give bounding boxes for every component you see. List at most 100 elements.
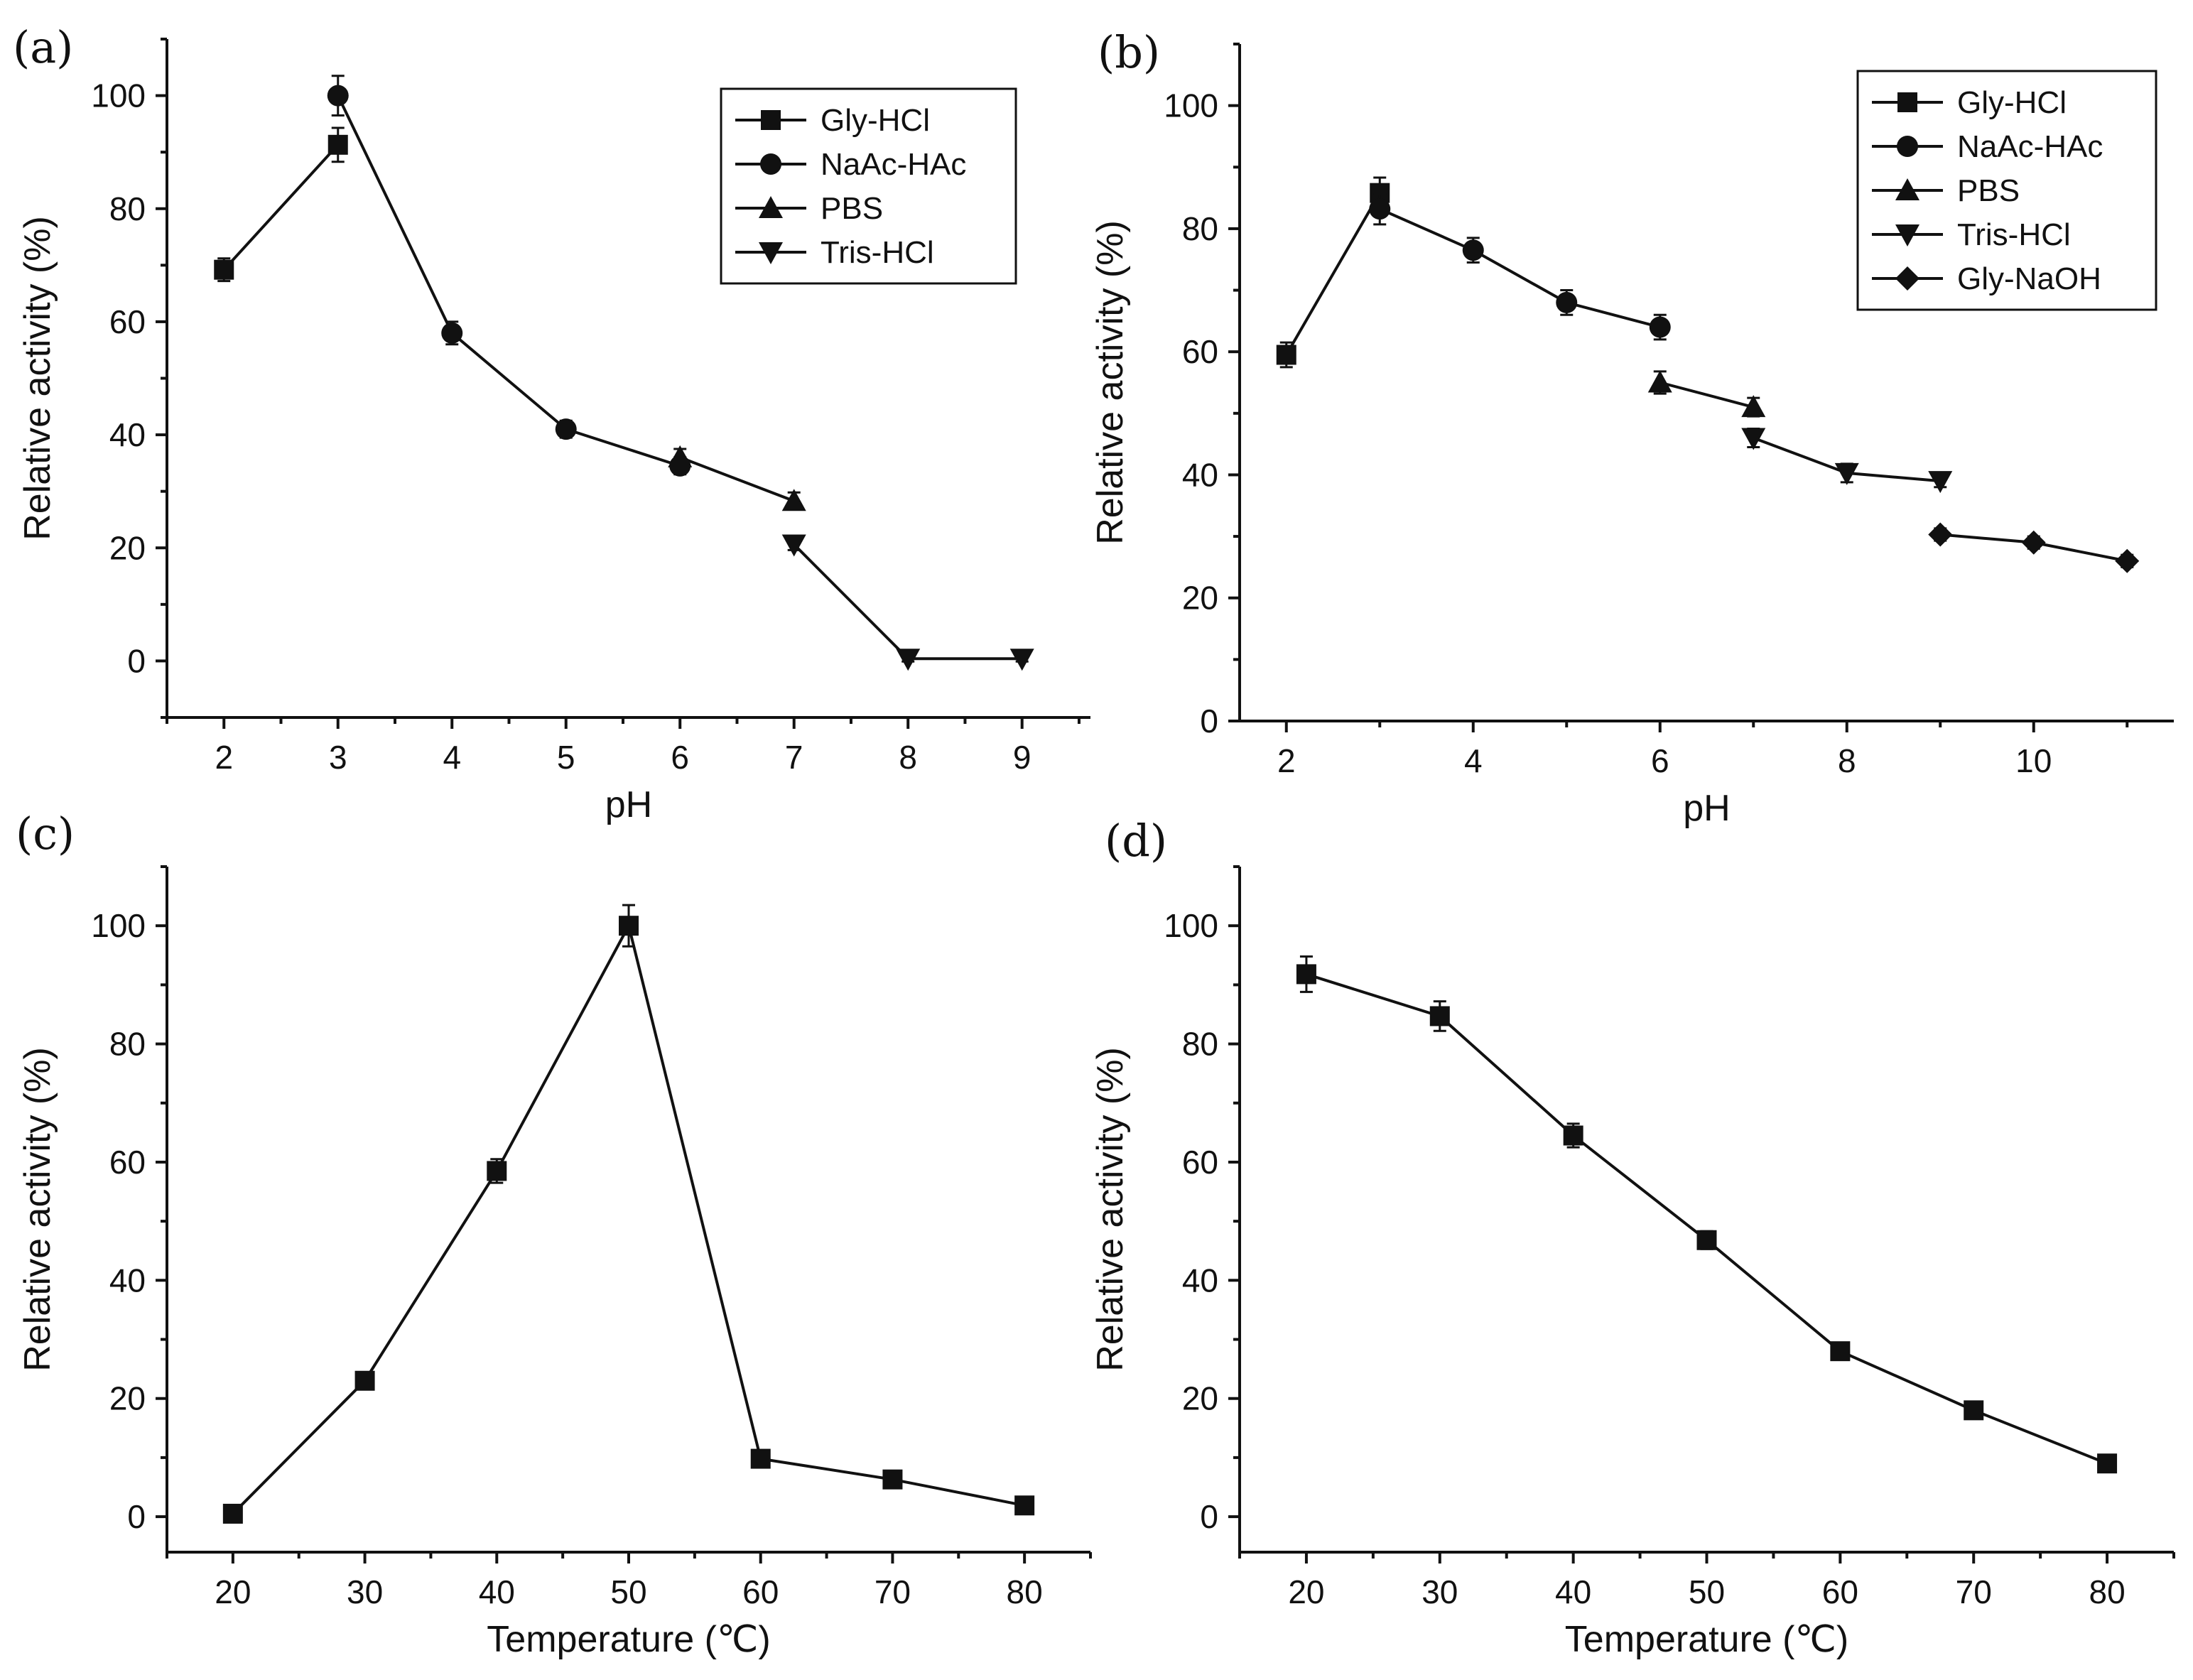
data-point xyxy=(1429,1006,1450,1026)
data-point xyxy=(1014,1495,1035,1516)
y-tick-label: 0 xyxy=(127,1498,146,1535)
legend-label: Tris-HCl xyxy=(1957,217,2071,252)
y-tick-label: 20 xyxy=(1182,580,1218,617)
y-tick-label: 20 xyxy=(109,529,146,566)
legend-label: Gly-HCl xyxy=(1957,85,2067,120)
y-tick-label: 60 xyxy=(109,1144,146,1181)
series-line xyxy=(1285,192,1381,356)
series-pbs xyxy=(668,445,806,511)
legend-marker xyxy=(761,110,781,130)
y-tick-label: 20 xyxy=(1182,1380,1218,1417)
panel-label: (b) xyxy=(1098,26,1160,78)
series-line xyxy=(679,456,795,503)
x-tick-label: 80 xyxy=(1007,1573,1043,1610)
data-point xyxy=(668,445,693,467)
x-tick-label: 80 xyxy=(2089,1573,2125,1610)
x-tick-label: 2 xyxy=(215,739,233,776)
x-tick-label: 4 xyxy=(1464,742,1483,779)
y-tick-label: 80 xyxy=(1182,210,1218,247)
series-gly-hcl xyxy=(214,126,348,283)
chart-panel-3: (c) 20 30 40 50 60 70 80 0 20 40 60 80 100 Temperature… xyxy=(16,808,1092,1660)
y-tick-label: 0 xyxy=(127,642,146,679)
data-point xyxy=(1563,1125,1583,1146)
x-tick-label: 70 xyxy=(875,1573,911,1610)
y-axis-title: Relative activity (%) xyxy=(17,216,58,541)
y-tick-label: 40 xyxy=(1182,456,1218,493)
y-axis-title: Relative activity (%) xyxy=(17,1047,58,1372)
data-point xyxy=(2021,530,2046,555)
data-point xyxy=(1556,291,1578,313)
data-point xyxy=(2115,548,2140,573)
data-point xyxy=(750,1448,771,1469)
legend-marker xyxy=(759,242,783,264)
data-point xyxy=(1834,462,1859,485)
y-axis-title: Relative activity (%) xyxy=(1090,220,1131,545)
data-point xyxy=(1741,428,1766,450)
y-tick-label: 100 xyxy=(1164,907,1218,944)
y-tick-label: 40 xyxy=(109,416,146,453)
legend: Gly-HCl NaAc-HAc PBS Tris-HCl Gly-NaOH xyxy=(1856,70,2157,311)
data-point xyxy=(1964,1400,1984,1421)
x-tick-label: 5 xyxy=(557,739,575,776)
x-tick-label: 40 xyxy=(479,1573,515,1610)
data-point xyxy=(1928,522,1953,547)
y-tick-label: 40 xyxy=(109,1262,146,1299)
x-tick-label: 10 xyxy=(2015,742,2052,779)
series-tris-hcl xyxy=(781,534,1034,671)
series-line xyxy=(232,921,1025,1515)
data-point xyxy=(1647,370,1672,393)
x-axis-title: Temperature (℃) xyxy=(487,1619,770,1660)
legend-label: Tris-HCl xyxy=(821,235,934,270)
series-line xyxy=(1306,972,2108,1465)
y-tick-label: 60 xyxy=(1182,333,1218,370)
legend-marker xyxy=(1897,136,1918,157)
x-tick-label: 30 xyxy=(1422,1573,1458,1610)
y-axis-title: Relative activity (%) xyxy=(1090,1047,1131,1372)
data-point xyxy=(1276,345,1296,365)
y-tick-label: 100 xyxy=(1164,87,1218,124)
series-line xyxy=(336,94,681,467)
data-point xyxy=(781,534,806,557)
legend-marker xyxy=(1895,266,1919,291)
legend-label: Gly-HCl xyxy=(821,103,930,138)
x-tick-label: 20 xyxy=(1288,1573,1324,1610)
y-tick-label: 40 xyxy=(1182,1262,1218,1299)
data-point xyxy=(1830,1341,1851,1362)
chart-panel-4: (d) 20 30 40 50 60 70 80 0 20 40 60 80 100 Temperature… xyxy=(1090,815,2175,1660)
x-tick-label: 2 xyxy=(1277,742,1296,779)
legend-marker xyxy=(759,196,783,218)
y-tick-label: 0 xyxy=(1200,1498,1218,1535)
panel-label: (d) xyxy=(1105,815,1167,867)
series-line xyxy=(222,143,340,271)
x-tick-label: 3 xyxy=(329,739,347,776)
y-tick-label: 80 xyxy=(1182,1026,1218,1063)
data-point xyxy=(1928,471,1953,494)
series-naac-hac xyxy=(1369,193,1671,341)
series-main xyxy=(222,904,1035,1524)
x-tick-label: 30 xyxy=(347,1573,383,1610)
data-point xyxy=(1741,395,1766,418)
data-point xyxy=(896,649,921,671)
series-line xyxy=(1659,381,1754,409)
panel-label: (a) xyxy=(13,21,73,73)
data-point xyxy=(487,1161,507,1181)
legend-label: NaAc-HAc xyxy=(1957,129,2103,164)
x-axis-title: Temperature (℃) xyxy=(1565,1619,1848,1660)
x-axis-title: pH xyxy=(605,784,652,825)
legend-label: Gly-NaOH xyxy=(1957,261,2101,296)
legend-marker xyxy=(1895,178,1919,200)
legend-marker xyxy=(1895,224,1919,246)
x-tick-label: 60 xyxy=(742,1573,779,1610)
x-tick-label: 50 xyxy=(610,1573,646,1610)
series-line xyxy=(1379,207,1661,329)
data-point xyxy=(2097,1453,2118,1474)
series-line xyxy=(793,543,1022,661)
data-point xyxy=(441,322,463,344)
data-point xyxy=(1009,649,1034,671)
y-tick-label: 80 xyxy=(109,190,146,227)
series-main xyxy=(1296,955,2118,1474)
x-tick-label: 40 xyxy=(1555,1573,1591,1610)
data-point xyxy=(1696,1230,1717,1250)
